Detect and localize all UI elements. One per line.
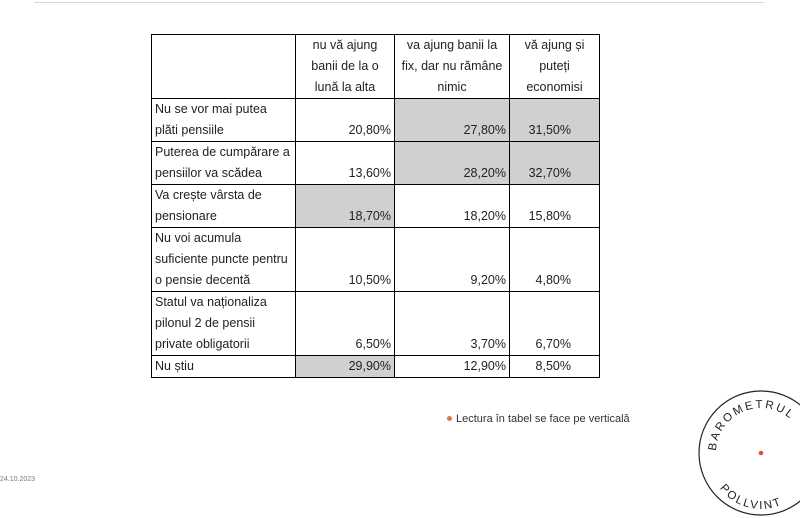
header-col-2: va ajung banii la fix, dar nu rămâne nim… (394, 34, 510, 99)
value-cell: 10,50% (295, 227, 395, 292)
value-cell: 20,80% (295, 98, 395, 142)
svg-text:POLLVINT: POLLVINT (717, 482, 784, 512)
value-cell: 6,50% (295, 291, 395, 356)
value-cell: 28,20% (394, 141, 510, 185)
value-cell: 27,80% (394, 98, 510, 142)
note-text: Lectura în tabel se face pe verticală (456, 413, 630, 425)
value-cell: 32,70% (509, 141, 600, 185)
table-header-row: nu vă ajung banii de la o lună la alta v… (151, 34, 600, 99)
note-bullet-icon (447, 416, 452, 421)
header-empty-cell (151, 34, 296, 99)
value-cell: 18,20% (394, 184, 510, 228)
table-row: Va crește vârsta de pensionare 18,70% 18,2… (151, 184, 600, 228)
table-row: Nu se vor mai putea plăti pensiile 20,80%… (151, 98, 600, 142)
value-cell: 31,50% (509, 98, 600, 142)
value-cell: 29,90% (295, 355, 395, 378)
row-label: Nu se vor mai putea plăti pensiile (151, 98, 296, 142)
table-row: Statul va naționaliza pilonul 2 de pensi… (151, 291, 600, 356)
reading-note: Lectura în tabel se face pe verticală (447, 412, 637, 426)
value-cell: 8,50% (509, 355, 600, 378)
table-row: Nu știu 29,90% 12,90% 8,50% (151, 355, 600, 378)
value-cell: 18,70% (295, 184, 395, 228)
header-col-1: nu vă ajung banii de la o lună la alta (295, 34, 395, 99)
value-cell: 3,70% (394, 291, 510, 356)
value-cell: 15,80% (509, 184, 600, 228)
header-col-3: vă ajung și puteți economisi (509, 34, 600, 99)
value-cell: 12,90% (394, 355, 510, 378)
row-label: Statul va naționaliza pilonul 2 de pensi… (151, 291, 296, 356)
value-cell: 4,80% (509, 227, 600, 292)
row-label: Puterea de cumpărare a pensiilor va scăd… (151, 141, 296, 185)
table-row: Nu voi acumula suficiente puncte pentru … (151, 227, 600, 292)
survey-table: nu vă ajung banii de la o lună la alta v… (151, 34, 600, 378)
value-cell: 9,20% (394, 227, 510, 292)
table-row: Puterea de cumpărare a pensiilor va scăd… (151, 141, 600, 185)
value-cell: 6,70% (509, 291, 600, 356)
top-divider (34, 2, 764, 3)
row-label: Nu știu (151, 355, 296, 378)
row-label: Nu voi acumula suficiente puncte pentru … (151, 227, 296, 292)
row-label: Va crește vârsta de pensionare (151, 184, 296, 228)
value-cell: 13,60% (295, 141, 395, 185)
corner-date: 24.10.2023 (0, 476, 36, 483)
barometrul-seal-logo: BAROMETRUL POLLVINT (698, 390, 800, 516)
